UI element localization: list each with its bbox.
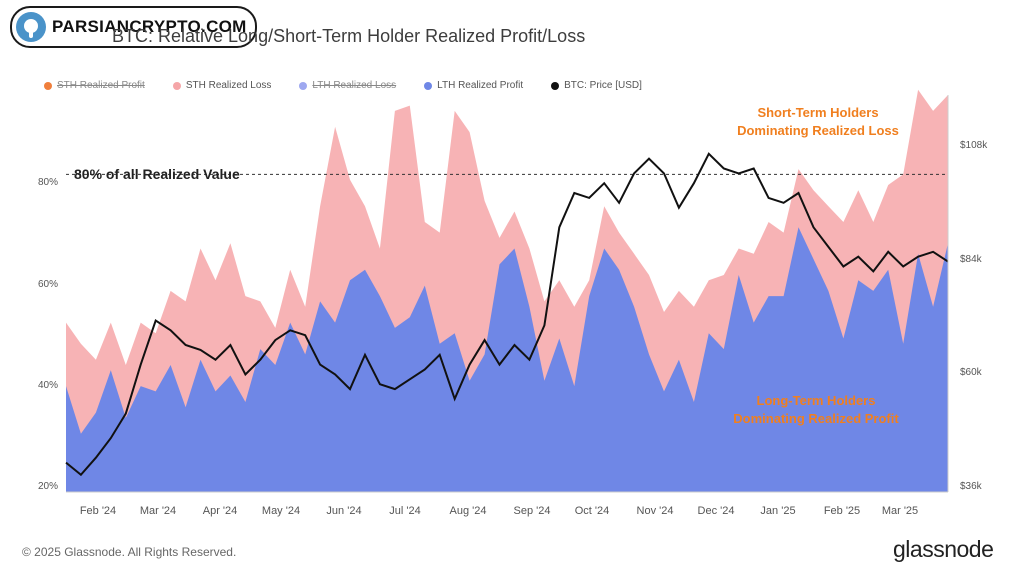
- btc-price-line: [65, 152, 949, 477]
- y-left-tick: 40%: [38, 380, 59, 391]
- long-term-annotation-line2: Dominating Realized Profit: [733, 411, 899, 426]
- x-tick: Sep '24: [513, 505, 551, 517]
- legend-item-lth-realized-loss[interactable]: LTH Realized Loss: [299, 80, 396, 91]
- y-right-tick: $60k: [960, 367, 982, 378]
- legend-dot-icon: [172, 81, 181, 90]
- lth-realized-profit-area: [66, 227, 948, 493]
- short-term-annotation: Short-Term Holders Dominating Realized L…: [718, 104, 918, 140]
- y-right-tick: $84k: [960, 254, 982, 265]
- copyright-footer: © 2025 Glassnode. All Rights Reserved.: [22, 545, 237, 559]
- x-tick: Feb '25: [823, 505, 861, 517]
- y-right-tick: $36k: [960, 481, 982, 492]
- threshold-annotation: 80% of all Realized Value: [74, 166, 240, 182]
- legend-label: STH Realized Loss: [185, 80, 272, 91]
- x-tick: Jun '24: [326, 505, 362, 517]
- x-tick: Mar '25: [881, 505, 919, 517]
- x-tick: Mar '24: [139, 505, 177, 517]
- watermark-text: PARSIANCRYPTO.COM: [52, 17, 247, 36]
- legend-label: BTC: Price [USD]: [564, 80, 642, 91]
- legend-dot-icon: [299, 81, 308, 90]
- x-tick: Dec '24: [697, 505, 735, 517]
- chart-legend: STH Realized Profit STH Realized Loss LT…: [44, 80, 642, 91]
- y-right-tick: $108k: [960, 140, 988, 151]
- x-tick: Oct '24: [574, 505, 610, 517]
- legend-item-lth-realized-profit[interactable]: LTH Realized Profit: [424, 80, 523, 91]
- x-tick: Apr '24: [202, 505, 238, 517]
- legend-label: STH Realized Profit: [57, 80, 145, 91]
- legend-dot-icon: [44, 81, 52, 90]
- long-term-annotation: Long-Term Holders Dominating Realized Pr…: [716, 392, 916, 428]
- short-term-annotation-line2: Dominating Realized Loss: [737, 123, 899, 138]
- x-tick: Jan '25: [760, 505, 796, 517]
- legend-item-sth-realized-profit[interactable]: STH Realized Profit: [44, 80, 145, 91]
- legend-item-sth-realized-loss[interactable]: STH Realized Loss: [172, 80, 272, 91]
- short-term-annotation-line1: Short-Term Holders: [757, 105, 879, 120]
- legend-dot-icon: [424, 81, 433, 90]
- legend-label: LTH Realized Profit: [437, 80, 524, 91]
- x-tick: Nov '24: [636, 505, 674, 517]
- legend-label: LTH Realized Loss: [312, 80, 397, 91]
- x-tick: Aug '24: [449, 505, 487, 517]
- y-left-tick: 60%: [38, 279, 59, 290]
- chart-title: BTC: Relative Long/Short-Term Holder Rea…: [112, 26, 586, 46]
- watermark-badge: PARSIANCRYPTO.COM: [10, 6, 257, 48]
- long-term-annotation-line1: Long-Term Holders: [756, 393, 876, 408]
- legend-dot-icon: [551, 81, 560, 90]
- watermark-logo-icon: [16, 12, 46, 42]
- legend-item-btc-price[interactable]: BTC: Price [USD]: [551, 80, 642, 91]
- y-left-tick: 20%: [38, 481, 59, 492]
- x-tick: May '24: [261, 505, 301, 517]
- x-tick: Feb '24: [79, 505, 117, 517]
- x-tick: Jul '24: [389, 505, 421, 517]
- y-left-tick: 80%: [38, 177, 59, 188]
- glassnode-logo: glassnode: [893, 536, 994, 562]
